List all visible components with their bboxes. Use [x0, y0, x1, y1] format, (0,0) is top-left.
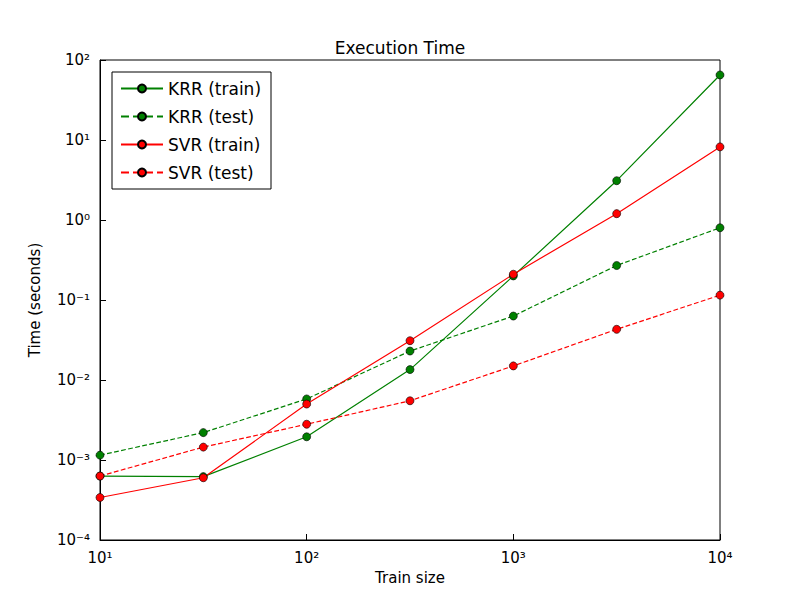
svg-text:10²: 10²: [294, 549, 319, 567]
svg-text:10⁴: 10⁴: [707, 549, 732, 567]
svg-text:SVR (test): SVR (test): [168, 163, 254, 183]
svg-text:10⁻²: 10⁻²: [57, 371, 90, 389]
svg-text:KRR (test): KRR (test): [168, 107, 254, 127]
svg-text:10⁻¹: 10⁻¹: [57, 291, 90, 309]
svg-text:Execution Time: Execution Time: [335, 38, 465, 58]
svg-text:10¹: 10¹: [87, 549, 112, 567]
svg-text:KRR (train): KRR (train): [168, 79, 261, 99]
svg-text:10⁻³: 10⁻³: [57, 451, 90, 469]
svg-text:Time (seconds): Time (seconds): [26, 243, 44, 359]
svg-text:Train size: Train size: [374, 569, 445, 587]
svg-text:10³: 10³: [501, 549, 526, 567]
svg-text:10¹: 10¹: [65, 131, 90, 149]
svg-text:10⁻⁴: 10⁻⁴: [57, 531, 90, 549]
svg-text:10⁰: 10⁰: [65, 211, 90, 229]
svg-text:SVR (train): SVR (train): [168, 135, 260, 155]
svg-text:10²: 10²: [65, 51, 90, 69]
